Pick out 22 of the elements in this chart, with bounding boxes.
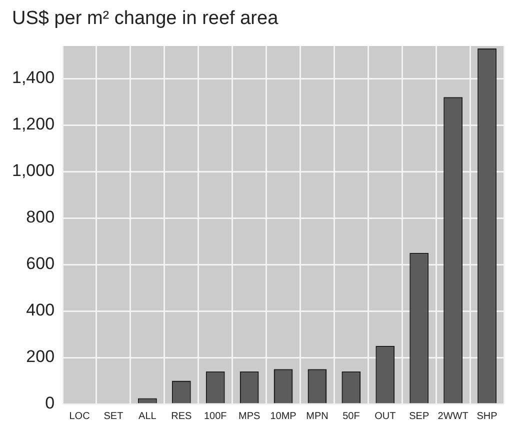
y-tick-label: 400 [26,300,55,320]
x-tick-label: MPN [306,410,328,422]
x-tick-label: 100F [204,410,227,422]
y-tick-label: 600 [26,254,55,274]
y-tick-label: 1,000 [12,161,55,180]
x-tick-label: 2WWT [438,410,468,422]
y-tick-label: 0 [45,394,55,413]
x-tick-label: SEP [409,410,430,422]
x-tick-label: LOC [69,410,90,422]
x-tick-label: MPS [238,410,260,422]
x-tick-label: SET [104,410,124,422]
x-tick-label: OUT [374,410,396,422]
x-tick-label: 50F [342,410,360,422]
x-tick-label: 10MP [270,410,297,422]
x-tick-label: SHP [476,410,498,422]
y-tick-label: 1,200 [12,114,55,134]
x-tick-label: RES [171,410,192,422]
chart-title: US$ per m² change in reef area [12,8,278,30]
y-tick-label: 200 [26,347,55,366]
x-tick-label: ALL [138,410,157,422]
y-tick-label: 1,400 [12,68,55,88]
y-tick-label: 800 [26,208,55,227]
